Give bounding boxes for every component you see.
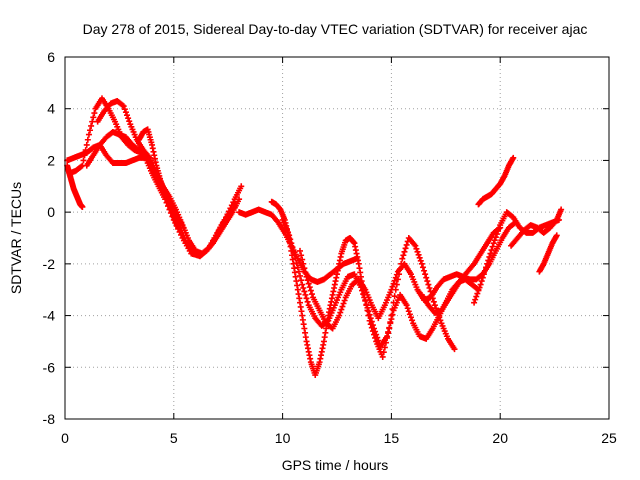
- x-axis-title: GPS time / hours: [282, 457, 389, 473]
- series-markers: [64, 162, 86, 210]
- series-track-14: [536, 232, 560, 275]
- x-tick-label: 0: [61, 430, 69, 446]
- y-tick-label: 2: [47, 152, 55, 168]
- x-tick-label: 25: [601, 430, 617, 446]
- chart-title: Day 278 of 2015, Sidereal Day-to-day VTE…: [83, 21, 588, 37]
- y-tick-label: 4: [47, 101, 55, 117]
- series-track-10: [297, 219, 519, 332]
- axis-tick-labels: 0 5 10 15 20 25 -8 -6 -4 -2 0 2 4 6: [43, 49, 617, 446]
- series-markers: [297, 219, 519, 332]
- y-tick-label: -8: [43, 411, 56, 427]
- data-points: [64, 95, 565, 379]
- y-tick-label: -6: [43, 359, 56, 375]
- x-tick-label: 15: [384, 430, 400, 446]
- series-track-12: [475, 154, 517, 208]
- x-tick-label: 20: [492, 430, 508, 446]
- series-markers: [471, 209, 562, 306]
- series-markers: [135, 126, 182, 231]
- series-markers: [508, 206, 565, 249]
- plot-frame: [64, 56, 610, 420]
- series-markers: [475, 154, 517, 208]
- y-tick-label: -4: [43, 308, 56, 324]
- series-track-13: [508, 206, 565, 249]
- y-axis-title: SDTVAR / TECUs: [8, 182, 24, 294]
- series-track-6: [64, 162, 86, 210]
- series-track-15: [418, 224, 504, 316]
- series-markers: [536, 232, 560, 275]
- x-tick-label: 10: [275, 430, 291, 446]
- y-tick-label: -2: [43, 256, 56, 272]
- y-tick-label: 0: [47, 204, 55, 220]
- y-tick-label: 6: [47, 49, 55, 65]
- series-track-11: [471, 209, 562, 306]
- series-markers: [418, 224, 504, 316]
- series-track-5: [135, 126, 182, 231]
- x-tick-label: 5: [170, 430, 178, 446]
